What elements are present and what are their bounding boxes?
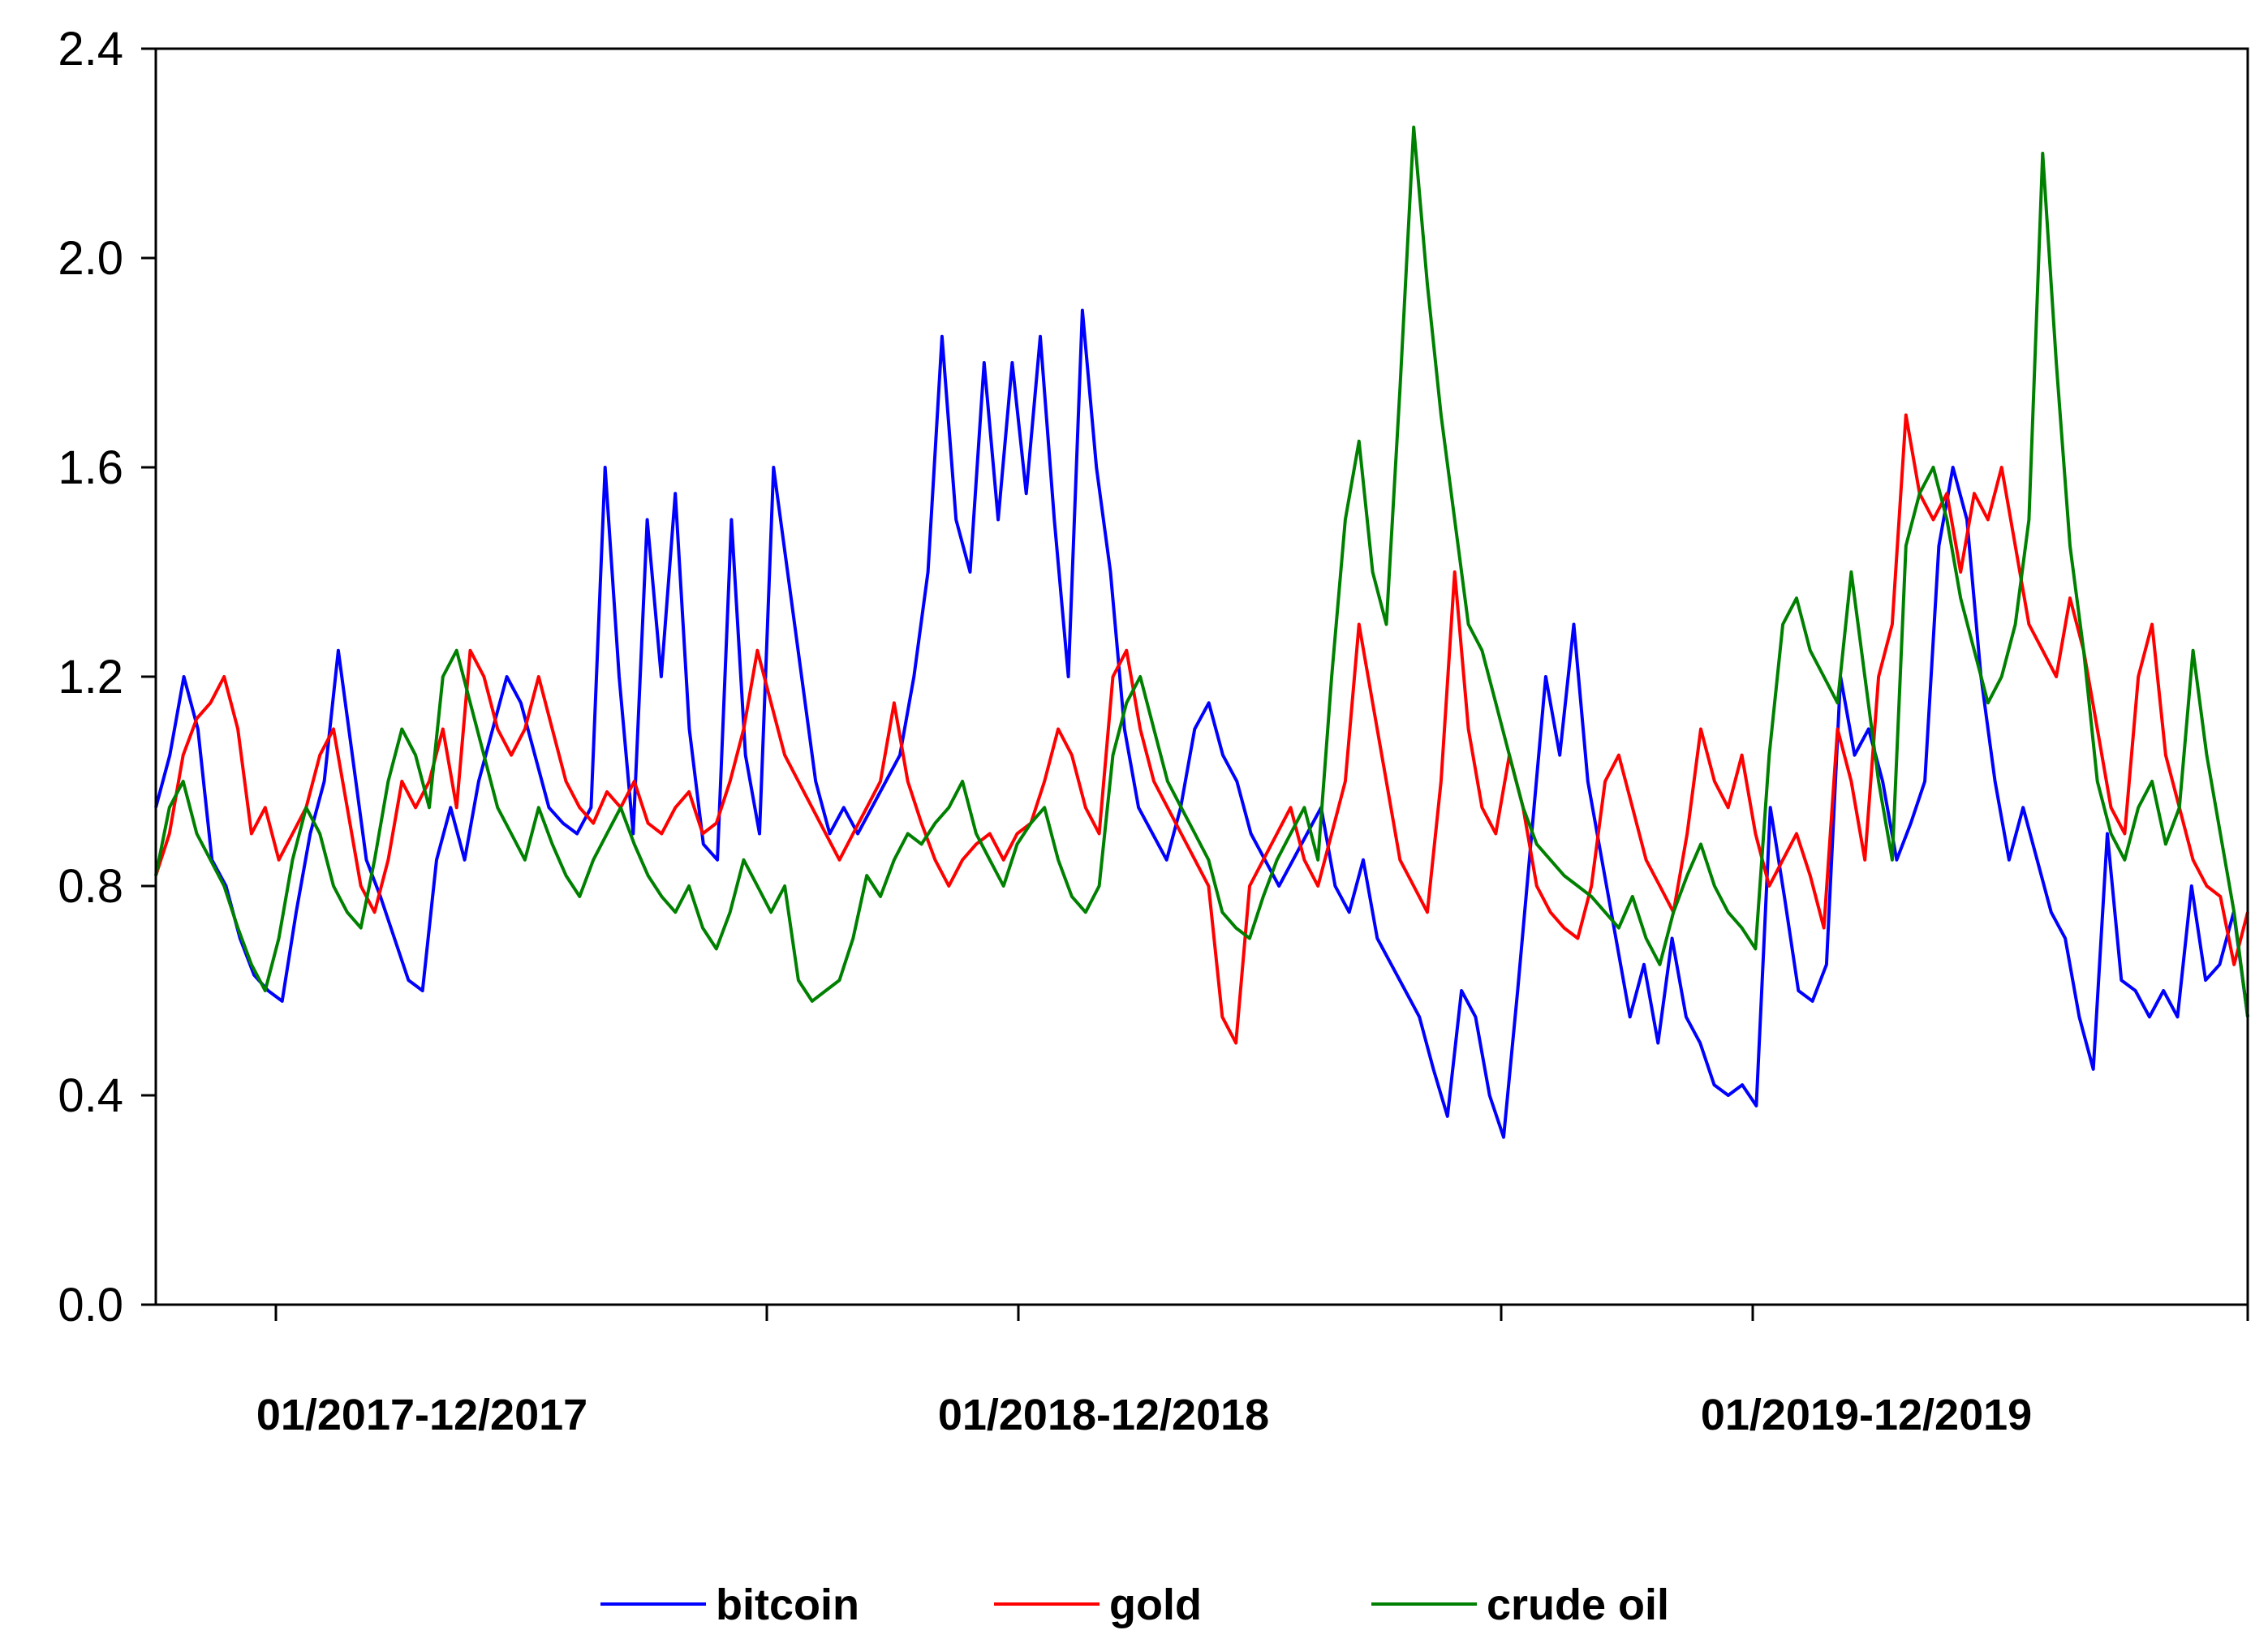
series-line-gold	[154, 413, 2249, 1045]
series-layer	[154, 125, 2249, 1139]
x-period-label: 01/2017-12/2017	[256, 1391, 587, 1439]
series-line-bitcoin	[154, 308, 2249, 1139]
x-axis: 01/2017-12/2017 01/2018-12/2018 01/2019-12…	[256, 1305, 2249, 1439]
y-tick-label: 0.0	[58, 1279, 123, 1331]
legend: bitcoin gold crude oil	[600, 1581, 1669, 1629]
x-period-label: 01/2018-12/2018	[938, 1391, 1269, 1439]
y-tick-label: 1.6	[58, 441, 123, 494]
y-tick-label: 0.4	[58, 1069, 123, 1122]
legend-label-crude-oil: crude oil	[1487, 1581, 1669, 1629]
series-line-crude-oil	[154, 125, 2249, 1017]
legend-label-bitcoin: bitcoin	[716, 1581, 859, 1629]
y-tick-label: 2.4	[58, 23, 123, 75]
y-tick-label: 1.2	[58, 651, 123, 703]
x-period-label: 01/2019-12/2019	[1701, 1391, 2032, 1439]
y-tick-label: 2.0	[58, 232, 123, 285]
y-axis: 0.0 0.4 0.8 1.2 1.6 2.0 2.4	[58, 23, 156, 1331]
legend-label-gold: gold	[1109, 1581, 1202, 1629]
y-tick-label: 0.8	[58, 860, 123, 913]
